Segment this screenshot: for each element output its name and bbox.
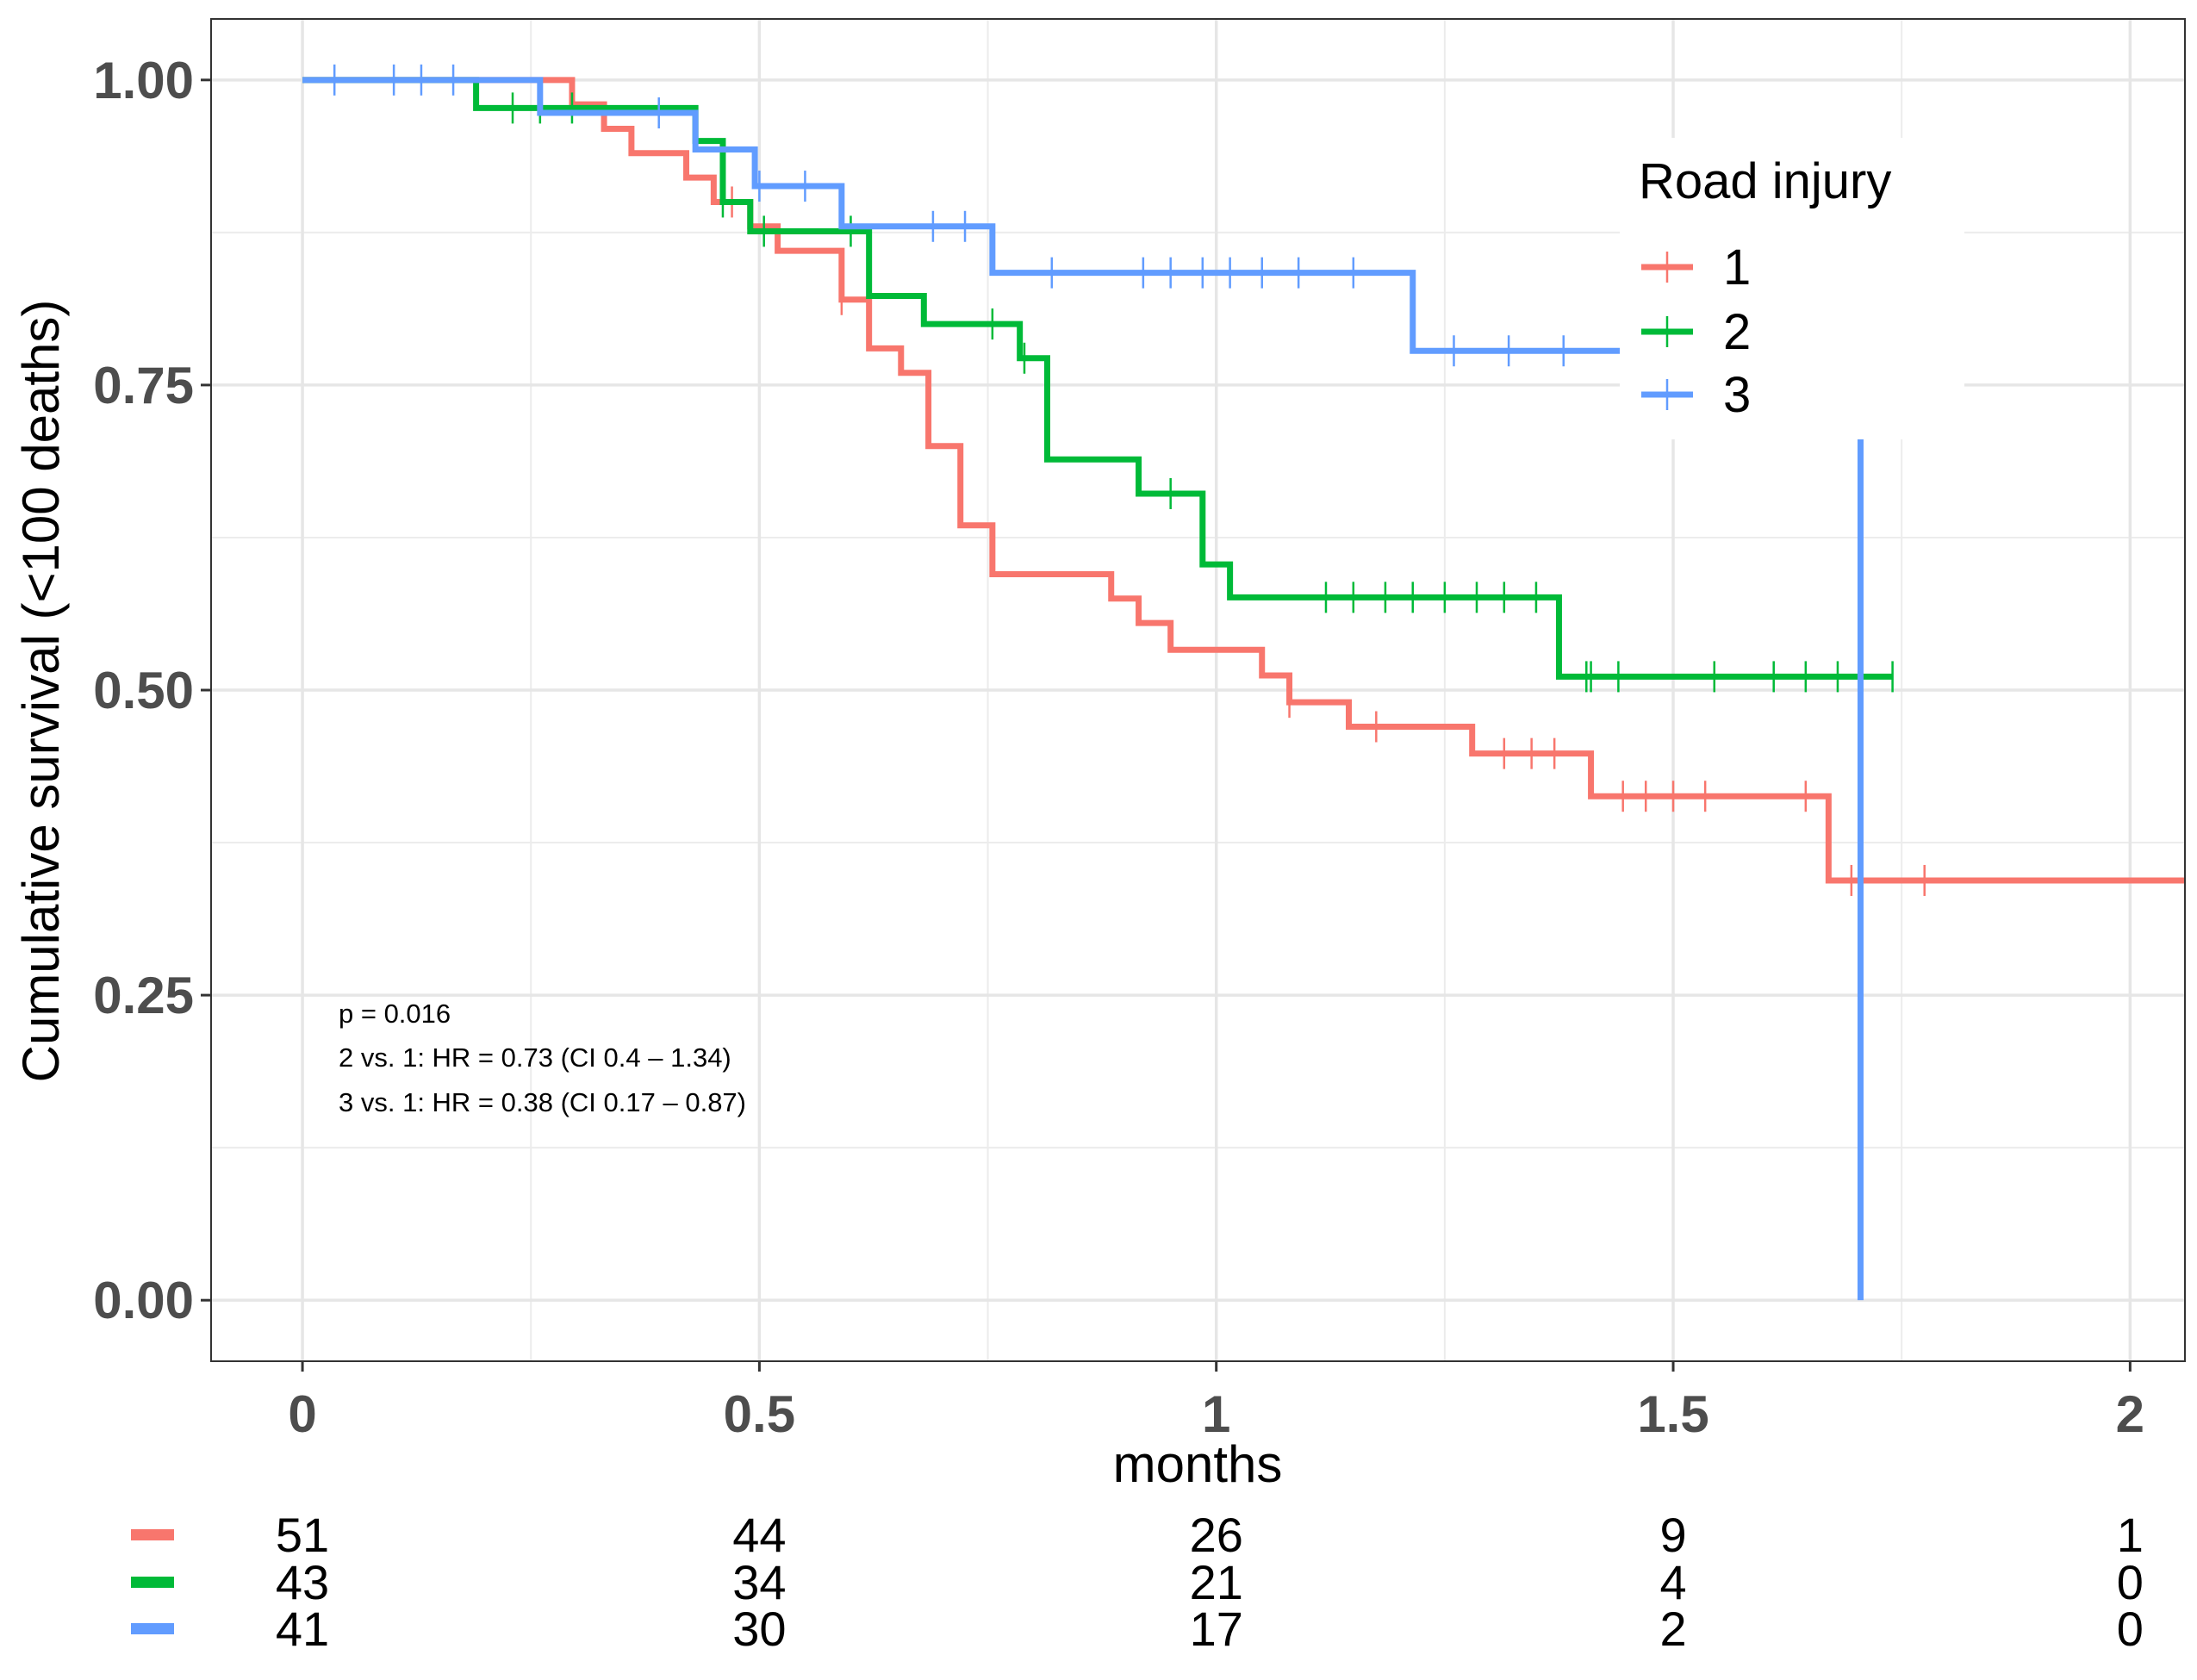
y-axis-title: Cumulative survival (<100 deaths)	[12, 300, 70, 1083]
annotation-block: p = 0.016 2 vs. 1: HR = 0.73 (CI 0.4 – 1…	[339, 999, 746, 1117]
x-axis-ticks: 0 0.5 1 1.5 2	[288, 1361, 2144, 1443]
grid-lines	[211, 19, 2185, 1361]
x-tick-label: 1	[1202, 1385, 1230, 1443]
y-tick-label: 0.75	[93, 357, 194, 414]
risk-count: 51	[276, 1508, 329, 1562]
risk-count: 26	[1190, 1508, 1243, 1562]
annotation-hr-3: 3 vs. 1: HR = 0.38 (CI 0.17 – 0.87)	[339, 1087, 746, 1117]
risk-count: 0	[2117, 1602, 2144, 1656]
annotation-hr-2: 2 vs. 1: HR = 0.73 (CI 0.4 – 1.34)	[339, 1042, 731, 1073]
risk-count: 4	[1659, 1555, 1686, 1609]
risk-count: 21	[1190, 1555, 1243, 1609]
risk-table: 51 44 26 9 1 43 34 21 4 0 41 30 17 2 0	[131, 1508, 2144, 1656]
y-axis-ticks: 0.00 0.25 0.50 0.75 1.00	[93, 52, 211, 1329]
y-tick-label: 0.00	[93, 1272, 194, 1329]
legend-label-1: 1	[1723, 240, 1751, 296]
series-3	[302, 64, 1864, 1301]
survival-line-3	[302, 77, 1861, 354]
risk-count: 2	[1659, 1602, 1686, 1656]
legend-label-2: 2	[1723, 304, 1751, 360]
annotation-p-value: p = 0.016	[339, 999, 451, 1029]
series-1	[302, 77, 2185, 896]
x-axis-title: months	[1113, 1435, 1283, 1493]
y-tick-label: 1.00	[93, 52, 194, 109]
legend-title: Road injury	[1639, 153, 1891, 209]
risk-count: 30	[732, 1602, 786, 1656]
risk-count: 9	[1659, 1508, 1686, 1562]
risk-count: 44	[732, 1508, 786, 1562]
x-tick-label: 0	[288, 1385, 316, 1443]
x-tick-label: 1.5	[1637, 1385, 1708, 1443]
risk-count: 1	[2117, 1508, 2144, 1562]
risk-count: 41	[276, 1602, 329, 1656]
y-tick-label: 0.25	[93, 967, 194, 1024]
y-tick-label: 0.50	[93, 662, 194, 719]
risk-count: 0	[2117, 1555, 2144, 1609]
risk-count: 43	[276, 1555, 329, 1609]
legend: Road injury 1 2 3	[1620, 138, 1964, 439]
series-2	[302, 77, 1894, 693]
x-tick-label: 0.5	[724, 1385, 795, 1443]
legend-label-3: 3	[1723, 367, 1751, 423]
survival-curves	[302, 64, 2185, 1301]
risk-row-swatch-2	[131, 1577, 174, 1588]
x-tick-label: 2	[2116, 1385, 2144, 1443]
risk-count: 34	[732, 1555, 786, 1609]
risk-row-swatch-3	[131, 1623, 174, 1634]
legend-background	[1620, 138, 1964, 439]
survival-line-1	[302, 77, 2185, 884]
survival-line-2	[302, 77, 1893, 680]
risk-count: 17	[1190, 1602, 1243, 1656]
risk-row-swatch-1	[131, 1529, 174, 1540]
